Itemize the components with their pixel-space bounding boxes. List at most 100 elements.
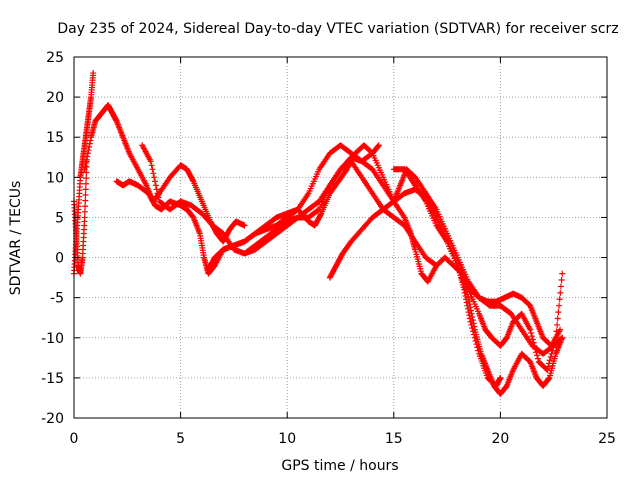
data-point-s9 xyxy=(461,281,468,288)
data-point-s2 xyxy=(83,169,90,176)
data-point-s8 xyxy=(556,302,563,309)
data-point-s3 xyxy=(84,153,91,160)
data-point-s2 xyxy=(83,175,90,182)
data-point-s8 xyxy=(553,328,560,335)
data-point-s8 xyxy=(558,277,565,284)
data-point-s8 xyxy=(557,289,564,296)
data-point-s4 xyxy=(375,142,382,149)
data-point-s3 xyxy=(85,147,92,154)
data-point-s10 xyxy=(559,334,566,341)
data-point-s3 xyxy=(86,140,93,147)
y-tick-label: -20 xyxy=(41,411,64,427)
data-point-s3 xyxy=(86,143,93,150)
y-tick-label: -15 xyxy=(41,371,64,387)
data-point-s9 xyxy=(457,272,464,279)
data-point-s9 xyxy=(466,297,473,304)
data-point-s4 xyxy=(375,143,382,150)
data-point-s8 xyxy=(544,366,551,373)
y-tick-label: 20 xyxy=(46,90,64,106)
x-tick-label: 5 xyxy=(176,431,185,447)
data-point-s7 xyxy=(315,207,322,214)
data-point-s9 xyxy=(460,278,467,285)
data-point-s5 xyxy=(152,182,159,189)
data-point-s2 xyxy=(82,180,89,187)
plot-frame xyxy=(73,56,608,419)
data-point-s5 xyxy=(152,178,159,185)
data-point-s3 xyxy=(82,163,89,170)
data-point-s2 xyxy=(82,203,89,210)
data-point-s3 xyxy=(84,150,91,157)
data-point-s8 xyxy=(559,270,566,277)
y-tick-label: 10 xyxy=(46,170,64,186)
chart-title: Day 235 of 2024, Sidereal Day-to-day VTE… xyxy=(57,21,618,37)
data-point-s9 xyxy=(469,313,476,320)
data-point-s6 xyxy=(557,326,564,333)
y-tick-label: 0 xyxy=(55,251,64,267)
data-point-s8 xyxy=(556,296,563,303)
data-point-s9 xyxy=(470,320,477,327)
y-tick-label: 5 xyxy=(55,210,64,226)
data-point-s9 xyxy=(469,317,476,324)
x-tick-label: 25 xyxy=(598,431,616,447)
data-point-s9 xyxy=(459,275,466,282)
data-point-s5 xyxy=(153,186,160,193)
axis-ticks: 0 5 10 15 20 25 -20 -15 -10 -5 0 5 10 15 20 25 xyxy=(41,50,616,447)
data-point-s8 xyxy=(534,352,541,359)
data-point-s8 xyxy=(552,334,559,341)
x-tick-label: 15 xyxy=(385,431,403,447)
data-point-s5 xyxy=(150,170,157,177)
data-point-s9 xyxy=(464,291,471,298)
data-point-s3 xyxy=(81,166,88,173)
x-tick-label: 10 xyxy=(278,431,296,447)
x-axis-label: GPS time / hours xyxy=(281,458,398,474)
data-point-s6 xyxy=(368,149,375,156)
data-point-s2 xyxy=(82,197,89,204)
data-point-s9 xyxy=(467,307,474,314)
data-point-s8 xyxy=(554,315,561,322)
data-point-s8 xyxy=(528,333,535,340)
data-point-s9 xyxy=(462,285,469,292)
data-point-s9 xyxy=(466,301,473,308)
data-point-s2 xyxy=(81,214,88,221)
data-point-s3 xyxy=(241,222,248,229)
data-point-s3 xyxy=(83,156,90,163)
data-point-s3 xyxy=(189,177,196,184)
data-point-s8 xyxy=(547,354,554,361)
data-point-s2 xyxy=(82,191,89,198)
data-point-s10 xyxy=(558,335,565,342)
data-points xyxy=(71,70,566,397)
data-point-s5 xyxy=(155,194,162,201)
data-point-s8 xyxy=(557,283,564,290)
data-point-s9 xyxy=(467,304,474,311)
data-point-s9 xyxy=(545,375,552,382)
data-point-s8 xyxy=(555,309,562,316)
data-point-s8 xyxy=(546,357,553,364)
x-tick-label: 20 xyxy=(491,431,509,447)
data-point-s1 xyxy=(90,70,97,77)
y-tick-label: 15 xyxy=(46,130,64,146)
data-point-s7 xyxy=(497,374,504,381)
data-point-s8 xyxy=(528,329,535,336)
data-point-s9 xyxy=(465,294,472,301)
data-point-s5 xyxy=(147,158,154,165)
data-point-s5 xyxy=(149,166,156,173)
data-point-s5 xyxy=(154,190,161,197)
y-tick-label: 25 xyxy=(46,50,64,66)
data-point-s5 xyxy=(148,162,155,169)
x-tick-label: 0 xyxy=(70,431,79,447)
y-tick-label: -5 xyxy=(50,291,64,307)
data-point-s9 xyxy=(455,265,462,272)
data-point-s9 xyxy=(463,288,470,295)
data-point-s9 xyxy=(454,262,461,269)
data-point-s8 xyxy=(534,355,541,362)
y-tick-label: -10 xyxy=(41,331,64,347)
data-point-s8 xyxy=(554,321,561,328)
data-point-s6 xyxy=(317,211,324,218)
data-point-s8 xyxy=(545,363,552,370)
data-point-s9 xyxy=(468,310,475,317)
data-point-s5 xyxy=(151,174,158,181)
data-point-s2 xyxy=(82,186,89,193)
data-point-s3 xyxy=(87,137,94,144)
